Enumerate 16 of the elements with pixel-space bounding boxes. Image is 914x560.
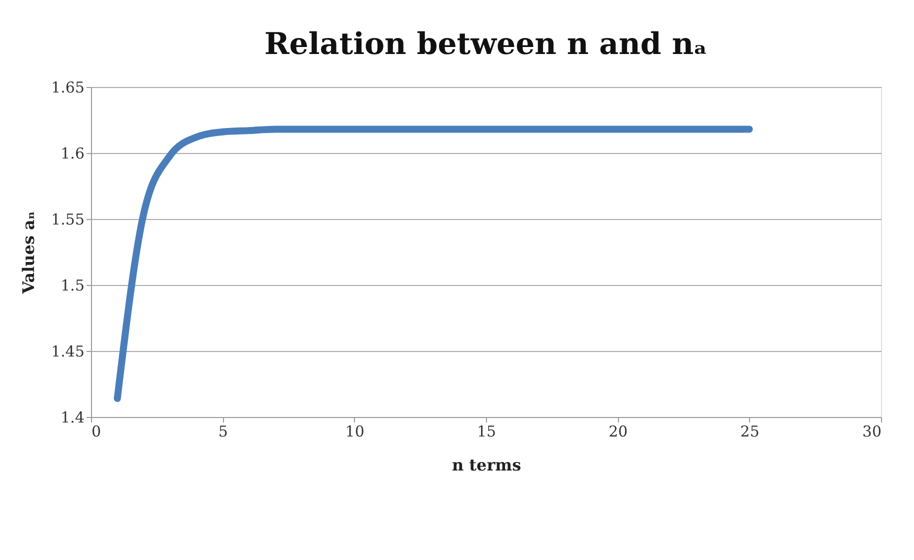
x-tick-label: 10: [345, 422, 364, 440]
y-tick-label: 1.45: [51, 342, 84, 360]
x-tick-label: 0: [92, 422, 102, 440]
x-tick-label: 20: [608, 422, 628, 440]
x-tick-label: 15: [476, 422, 496, 440]
y-tick-label: 1.55: [51, 210, 84, 228]
x-tick-label: 25: [740, 422, 760, 440]
chart-title: Relation between n and nₐ: [264, 27, 708, 62]
y-tick-label: 1.6: [60, 144, 84, 162]
y-tick-label: 1.5: [60, 276, 84, 294]
y-tick-label: 1.4: [60, 408, 84, 426]
x-tick-label: 30: [862, 422, 882, 440]
x-tick-label: 5: [218, 422, 228, 440]
x-axis-title: n terms: [452, 456, 522, 474]
y-axis-title: Values aₙ: [19, 211, 38, 295]
y-tick-label: 1.65: [51, 78, 84, 96]
